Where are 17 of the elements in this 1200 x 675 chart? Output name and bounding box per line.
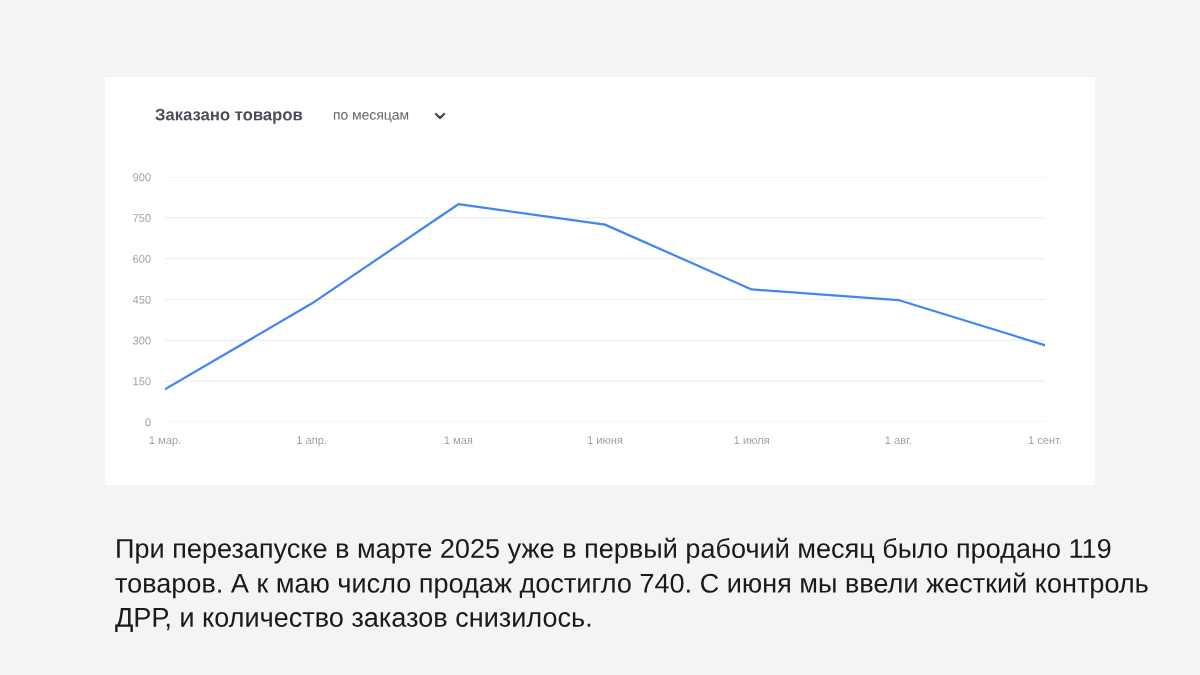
y-tick-label: 150 [133,377,151,386]
chart-subtitle: по месяцам [333,112,409,123]
y-tick-label: 300 [133,336,151,345]
x-tick-label: 1 сент. [1028,436,1062,445]
x-tick-label: 1 апр. [297,436,327,447]
y-tick-label: 750 [133,214,151,222]
x-tick-label: 1 мая [444,436,473,445]
y-tick-label: 900 [133,173,151,182]
y-tick-label: 600 [133,254,151,263]
text: При перезапуске в марте 2025 уже в первый рабочий месяц было продано 119 товаров. А к маю число продаж достигло 740. С июня мы ввели жесткий контроль ДРР, и количество заказов снизилось. [115,537,1148,633]
x-tick-label: 1 авг. [885,436,911,445]
x-tick-label: 1 июня [587,436,623,445]
y-tick-label: 450 [132,295,151,304]
x-tick-label: 1 июля [734,436,769,445]
chart-title: Заказано товаров [155,108,303,124]
x-tick-label: 1 мар. [149,436,181,447]
y-tick-label: 0 [145,418,151,427]
